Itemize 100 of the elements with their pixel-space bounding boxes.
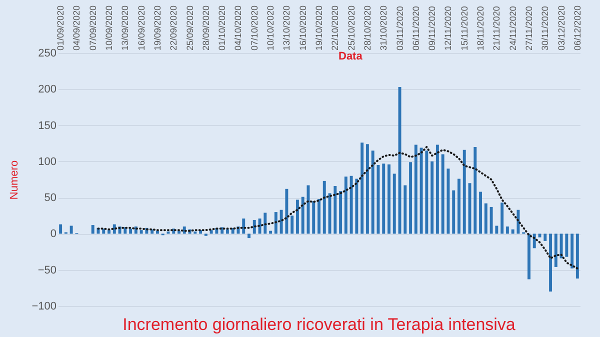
y-axis-title: Numero <box>8 160 21 200</box>
bar <box>382 164 386 234</box>
y-tick-label: 100 <box>38 156 56 168</box>
x-tick-label: 22/10/2020 <box>330 5 340 50</box>
bar <box>549 234 552 292</box>
y-tick-label: 0 <box>50 228 56 240</box>
bar <box>554 234 558 267</box>
x-tick-label: 31/10/2020 <box>378 5 389 50</box>
bar <box>436 144 439 234</box>
bar <box>516 210 520 234</box>
bar <box>285 188 288 234</box>
x-tick-label: 04/09/2020 <box>72 5 82 50</box>
bar <box>430 161 434 234</box>
bar <box>334 186 337 234</box>
bar <box>538 234 542 238</box>
bar <box>420 148 423 234</box>
bar <box>140 230 143 234</box>
bar <box>248 234 250 238</box>
bar <box>458 178 460 234</box>
x-tick-label: 07/09/2020 <box>88 5 98 50</box>
y-tick-label: 250 <box>38 48 56 60</box>
bar <box>495 226 498 234</box>
bar <box>290 216 294 234</box>
x-tick-label: 13/09/2020 <box>120 5 130 50</box>
bar <box>360 142 364 234</box>
bar <box>339 191 342 234</box>
bar <box>210 230 213 234</box>
x-tick-label: 19/10/2020 <box>314 5 324 50</box>
bar <box>252 220 256 234</box>
bar <box>376 165 380 234</box>
x-tick-label: 07/10/2020 <box>249 5 260 50</box>
x-tick-label: 22/09/2020 <box>168 5 179 50</box>
x-tick-label: 03/12/2020 <box>556 5 566 50</box>
bar <box>59 224 62 234</box>
bar <box>474 146 477 234</box>
x-tick-label: 27/11/2020 <box>524 6 534 50</box>
y-tick-label: 150 <box>38 120 56 132</box>
bar <box>258 218 262 234</box>
bar <box>355 178 358 234</box>
x-tick-label: 06/12/2020 <box>572 5 582 50</box>
x-tick-label: 24/11/2020 <box>508 6 518 50</box>
bar <box>490 206 493 234</box>
bar <box>322 180 326 234</box>
bar <box>570 234 574 268</box>
bar <box>506 226 509 234</box>
bar <box>108 230 110 234</box>
bar <box>484 203 488 234</box>
bar <box>479 192 482 234</box>
bar <box>414 144 418 234</box>
x-tick-label: 03/11/2020 <box>394 6 405 50</box>
bar <box>280 210 283 234</box>
x-tick-label: 12/11/2020 <box>443 6 454 50</box>
bar <box>576 234 579 279</box>
bar <box>344 176 348 234</box>
x-tick-label: 16/10/2020 <box>298 5 308 50</box>
x-tick-label: 04/10/2020 <box>233 5 244 50</box>
bar <box>565 234 568 257</box>
x-tick-label: 18/11/2020 <box>476 6 486 50</box>
bar <box>409 162 412 234</box>
bar <box>511 229 514 234</box>
bar <box>366 144 369 234</box>
x-tick-label: 09/11/2020 <box>427 6 438 50</box>
bar <box>129 228 132 234</box>
bar <box>296 200 299 234</box>
bar <box>560 234 563 258</box>
y-tick-label: −100 <box>32 300 56 312</box>
text: Incremento giornaliero ricoverati in Terapia intensiva <box>122 315 516 334</box>
bar <box>528 234 530 280</box>
bar <box>226 229 229 234</box>
x-tick-label: 28/10/2020 <box>362 5 372 50</box>
x-tick-label: 16/09/2020 <box>136 5 146 50</box>
bar <box>392 174 396 234</box>
bar <box>312 201 316 234</box>
x-tick-label: 19/09/2020 <box>152 5 162 50</box>
bar <box>452 190 456 234</box>
x-tick-label: 06/11/2020 <box>410 6 421 50</box>
x-tick-label: 10/09/2020 <box>104 5 114 50</box>
y-tick-label: 50 <box>44 192 56 204</box>
bar <box>500 202 504 234</box>
x-tick-label: 30/11/2020 <box>540 6 550 50</box>
bar <box>441 154 444 234</box>
bar <box>371 150 374 234</box>
bar <box>388 164 390 234</box>
bar <box>462 150 466 234</box>
bar <box>91 225 94 234</box>
bar <box>301 196 304 234</box>
x-tick-label: 13/10/2020 <box>282 5 292 50</box>
x-tick-label: 15/11/2020 <box>459 6 470 50</box>
bar <box>446 168 450 234</box>
y-tick-label: −50 <box>38 264 56 276</box>
bar <box>264 212 267 234</box>
bar <box>350 176 353 234</box>
bar <box>404 185 407 234</box>
line-series <box>97 146 578 270</box>
x-tick-label: 25/09/2020 <box>184 5 195 50</box>
x-tick-label: 01/10/2020 <box>217 5 228 50</box>
x-tick-label: 01/09/2020 <box>56 5 66 50</box>
bar <box>70 226 73 234</box>
x-axis-title: Data <box>338 50 364 62</box>
y-tick-label: 200 <box>38 84 56 96</box>
